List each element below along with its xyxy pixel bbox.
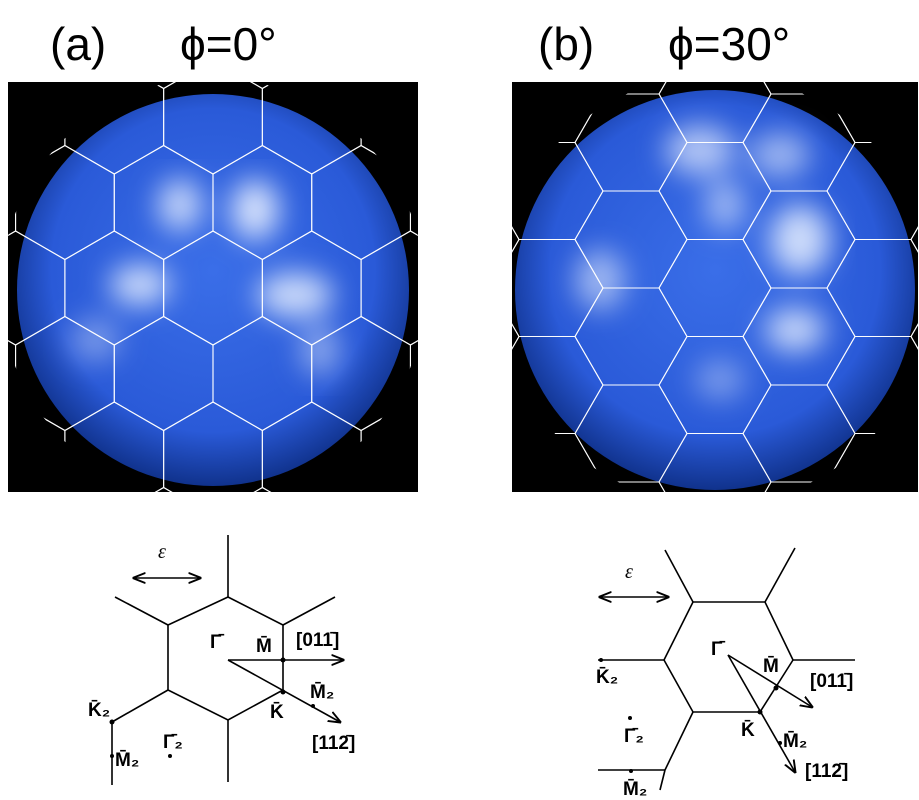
m2-label: M̄₂ [623,779,647,800]
panel-angle: ϕ=0° [180,18,277,70]
direction-label: [011̄] [296,630,339,651]
zone-boundary [213,0,262,3]
zone-boundary [659,530,687,578]
zone-boundary [361,0,410,3]
zone-boundary [16,573,65,602]
k-label: K̄ [741,720,755,741]
m2-label: M̄₂ [310,682,334,703]
zone-boundary [659,579,687,627]
gamma2-label: Γ̄₂ [163,732,183,753]
zone-boundary [743,530,771,578]
zone-boundary [262,573,311,602]
gamma-label: Γ̄ [210,632,224,653]
zone-boundary [827,530,855,578]
photoemission-image-b [407,0,919,627]
zone-boundary [827,0,855,46]
zone-boundary [460,231,509,260]
zone-boundary [460,402,509,431]
k2-label: K̄₂ [88,700,110,721]
m2-label: M̄₂ [783,731,807,752]
k2-label: K̄₂ [596,667,618,688]
zone-boundary [164,0,213,3]
zone-boundary [743,579,771,627]
photoemission-image-a [0,0,559,602]
zone-boundary [65,0,114,3]
gamma2-label: Γ̄₂ [624,726,644,747]
zone-boundary [659,530,687,578]
k-label: K̄ [270,702,284,723]
zone-boundary [460,146,509,175]
direction-label: [112̄] [805,761,848,782]
panel-label: (b) [538,18,594,70]
m-label: M̄ [256,636,272,657]
m2-label: M̄₂ [115,750,139,771]
figure: (a) ϕ=0° (b) ϕ=30° [0,0,919,800]
zone-boundary [16,0,65,3]
brillouin-diagram-a [110,535,344,785]
polarization-label: ε⃗ [158,541,181,563]
panel-angle: ϕ=30° [668,18,790,70]
zone-boundary [114,0,163,3]
zone-boundary [460,317,509,346]
zone-boundary [460,231,509,260]
panel-label: (a) [50,18,106,70]
gamma-label: Γ̄ [711,639,725,660]
direction-label: [112̄] [312,733,355,754]
zone-boundary [312,0,361,3]
zone-boundary [213,573,262,602]
direction-label: [011̄] [810,671,853,692]
zone-boundary [361,573,410,602]
brillouin-diagram-b [598,548,855,790]
zone-boundary [575,530,603,578]
zone-boundary [743,530,771,578]
zone-boundary [312,573,361,602]
m-label: M̄ [763,656,779,677]
zone-boundary [65,573,114,602]
polarization-label: ε⃗ [625,561,648,583]
zone-boundary [460,317,509,346]
zone-boundary [262,0,311,3]
